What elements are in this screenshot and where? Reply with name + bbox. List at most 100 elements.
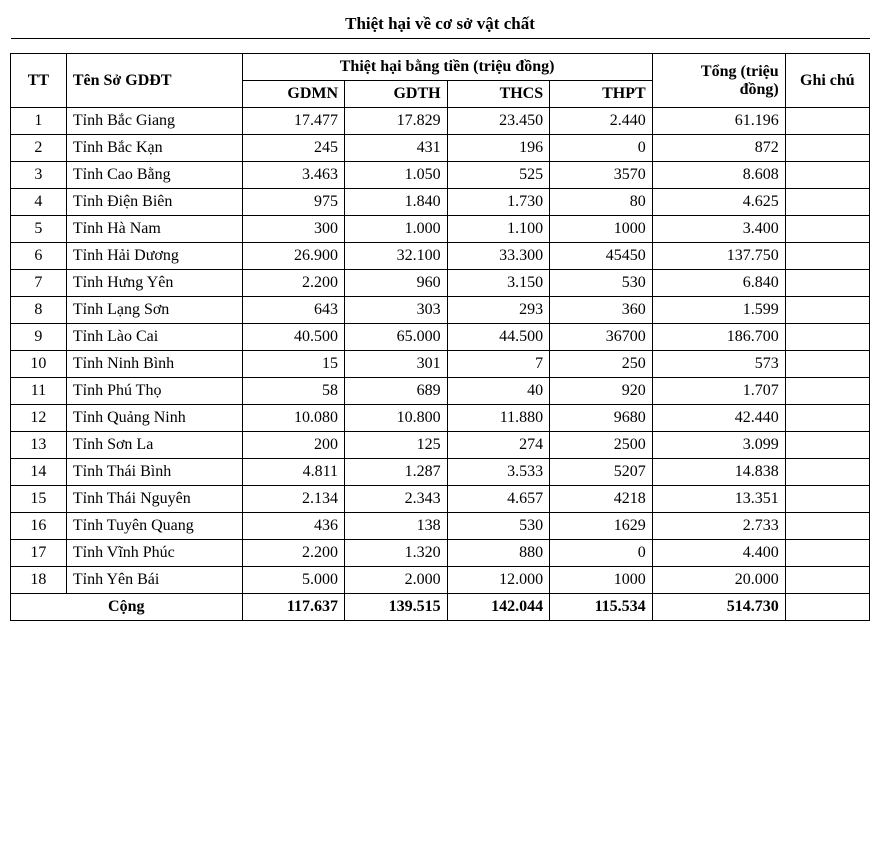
table-row: 10Tỉnh Ninh Bình153017250573: [11, 351, 870, 378]
cell-name: Tỉnh Cao Bằng: [66, 162, 242, 189]
footer-total: 514.730: [652, 594, 785, 621]
footer-gdth: 139.515: [345, 594, 448, 621]
cell-tt: 3: [11, 162, 67, 189]
footer-label: Cộng: [11, 594, 243, 621]
cell-name: Tỉnh Thái Bình: [66, 459, 242, 486]
cell-tt: 5: [11, 216, 67, 243]
col-header-tt: TT: [11, 54, 67, 108]
cell-name: Tỉnh Tuyên Quang: [66, 513, 242, 540]
table-row: 3Tỉnh Cao Bằng3.4631.05052535708.608: [11, 162, 870, 189]
cell-thpt: 2.440: [550, 108, 653, 135]
cell-thpt: 4218: [550, 486, 653, 513]
cell-name: Tỉnh Lạng Sơn: [66, 297, 242, 324]
table-row: 15Tỉnh Thái Nguyên2.1342.3434.657421813.…: [11, 486, 870, 513]
cell-note: [785, 189, 869, 216]
table-row: 7Tỉnh Hưng Yên2.2009603.1505306.840: [11, 270, 870, 297]
cell-thpt: 360: [550, 297, 653, 324]
cell-gdmn: 245: [242, 135, 345, 162]
cell-thcs: 44.500: [447, 324, 550, 351]
cell-thcs: 880: [447, 540, 550, 567]
cell-thcs: 1.100: [447, 216, 550, 243]
cell-total: 1.599: [652, 297, 785, 324]
cell-note: [785, 324, 869, 351]
cell-tt: 12: [11, 405, 67, 432]
cell-total: 573: [652, 351, 785, 378]
table-row: 16Tỉnh Tuyên Quang43613853016292.733: [11, 513, 870, 540]
cell-thcs: 33.300: [447, 243, 550, 270]
cell-total: 3.400: [652, 216, 785, 243]
cell-total: 4.400: [652, 540, 785, 567]
cell-thpt: 1000: [550, 567, 653, 594]
cell-thcs: 11.880: [447, 405, 550, 432]
cell-name: Tỉnh Hưng Yên: [66, 270, 242, 297]
cell-name: Tỉnh Hà Nam: [66, 216, 242, 243]
cell-gdth: 1.050: [345, 162, 448, 189]
cell-gdth: 17.829: [345, 108, 448, 135]
cell-thpt: 3570: [550, 162, 653, 189]
cell-gdmn: 5.000: [242, 567, 345, 594]
table-row: 11Tỉnh Phú Thọ58689409201.707: [11, 378, 870, 405]
cell-thpt: 0: [550, 135, 653, 162]
cell-total: 137.750: [652, 243, 785, 270]
cell-gdmn: 2.200: [242, 270, 345, 297]
cell-thpt: 920: [550, 378, 653, 405]
damage-table: Thiệt hại về cơ sở vật chất TT Tên Sở GD…: [10, 10, 870, 621]
table-row: 5Tỉnh Hà Nam3001.0001.10010003.400: [11, 216, 870, 243]
cell-gdth: 2.343: [345, 486, 448, 513]
cell-note: [785, 540, 869, 567]
cell-thpt: 9680: [550, 405, 653, 432]
cell-gdmn: 643: [242, 297, 345, 324]
col-header-money-group: Thiệt hại bằng tiền (triệu đồng): [242, 54, 652, 81]
col-header-gdmn: GDMN: [242, 81, 345, 108]
col-header-thpt: THPT: [550, 81, 653, 108]
col-header-gdth: GDTH: [345, 81, 448, 108]
cell-tt: 18: [11, 567, 67, 594]
cell-thpt: 80: [550, 189, 653, 216]
footer-note: [785, 594, 869, 621]
cell-gdmn: 2.200: [242, 540, 345, 567]
cell-note: [785, 216, 869, 243]
cell-note: [785, 243, 869, 270]
cell-note: [785, 135, 869, 162]
cell-gdmn: 26.900: [242, 243, 345, 270]
table-row: 1Tỉnh Bắc Giang17.47717.82923.4502.44061…: [11, 108, 870, 135]
cell-thpt: 1000: [550, 216, 653, 243]
cell-name: Tỉnh Hải Dương: [66, 243, 242, 270]
cell-gdmn: 200: [242, 432, 345, 459]
cell-thcs: 40: [447, 378, 550, 405]
cell-note: [785, 567, 869, 594]
cell-note: [785, 432, 869, 459]
cell-total: 1.707: [652, 378, 785, 405]
cell-note: [785, 162, 869, 189]
footer-thpt: 115.534: [550, 594, 653, 621]
cell-gdth: 138: [345, 513, 448, 540]
cell-thcs: 530: [447, 513, 550, 540]
table-row: 2Tỉnh Bắc Kạn2454311960872: [11, 135, 870, 162]
cell-thpt: 250: [550, 351, 653, 378]
cell-gdth: 689: [345, 378, 448, 405]
cell-gdmn: 300: [242, 216, 345, 243]
cell-thcs: 293: [447, 297, 550, 324]
cell-thcs: 1.730: [447, 189, 550, 216]
cell-gdmn: 40.500: [242, 324, 345, 351]
cell-name: Tỉnh Phú Thọ: [66, 378, 242, 405]
table-row: 13Tỉnh Sơn La20012527425003.099: [11, 432, 870, 459]
table-title: Thiệt hại về cơ sở vật chất: [11, 10, 870, 39]
cell-gdth: 303: [345, 297, 448, 324]
cell-thpt: 1629: [550, 513, 653, 540]
col-header-note: Ghi chú: [785, 54, 869, 108]
table-row: 6Tỉnh Hải Dương26.90032.10033.3004545013…: [11, 243, 870, 270]
cell-tt: 16: [11, 513, 67, 540]
cell-thpt: 2500: [550, 432, 653, 459]
cell-thcs: 196: [447, 135, 550, 162]
cell-note: [785, 378, 869, 405]
cell-gdth: 2.000: [345, 567, 448, 594]
cell-name: Tỉnh Vĩnh Phúc: [66, 540, 242, 567]
col-header-thcs: THCS: [447, 81, 550, 108]
table-row: 4Tỉnh Điện Biên9751.8401.730804.625: [11, 189, 870, 216]
footer-gdmn: 117.637: [242, 594, 345, 621]
cell-total: 8.608: [652, 162, 785, 189]
cell-tt: 8: [11, 297, 67, 324]
cell-thcs: 12.000: [447, 567, 550, 594]
cell-total: 6.840: [652, 270, 785, 297]
